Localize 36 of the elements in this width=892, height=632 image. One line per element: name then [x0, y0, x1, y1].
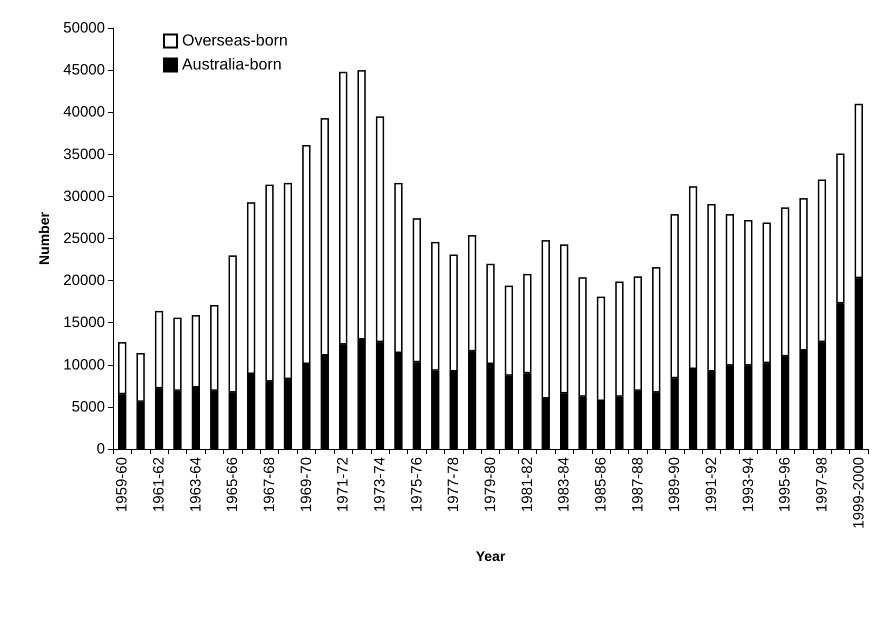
y-axis-title: Number [36, 212, 52, 265]
x-tick-label: 1967-68 [261, 457, 278, 512]
x-tick-label: 1965-66 [224, 457, 242, 512]
x-tick-label: 1969-70 [298, 457, 315, 512]
y-tick-label: 5000 [72, 398, 105, 416]
y-tick-label: 45000 [63, 62, 105, 79]
x-tick-label: 1991-92 [702, 457, 720, 512]
x-tick-label: 1999-2000 [850, 457, 868, 529]
x-tick-label: 1959-60 [114, 457, 131, 512]
y-tick-label: 10000 [63, 356, 105, 374]
x-tick-label: 1983-84 [556, 457, 573, 512]
y-tick-label: 30000 [63, 188, 105, 205]
x-tick-label: 1963-64 [187, 457, 204, 512]
x-tick-label: 1989-90 [666, 457, 684, 512]
x-tick-label: 1997-98 [813, 457, 830, 512]
x-axis-title: Year [476, 548, 506, 564]
x-tick-label: 1993-94 [740, 457, 757, 512]
x-tick-label: 1979-80 [482, 457, 499, 512]
x-tick-label: 1981-82 [518, 457, 536, 512]
y-tick-label: 15000 [63, 314, 105, 332]
x-tick-label: 1995-96 [776, 457, 794, 512]
x-tick-label: 1975-76 [408, 457, 426, 512]
x-tick-label: 1973-74 [372, 457, 389, 512]
x-tick-label: 1977-78 [445, 457, 462, 512]
legend-label: Australia-born [182, 56, 282, 74]
x-tick-label: 1971-72 [334, 457, 352, 512]
x-tick-label: 1985-86 [592, 457, 610, 512]
y-tick-label: 0 [96, 440, 105, 458]
y-tick-label: 50000 [63, 20, 105, 36]
x-tick-label: 1987-88 [629, 457, 646, 512]
legend-label: Overseas-born [182, 32, 288, 50]
y-tick-label: 40000 [63, 104, 105, 121]
y-tick-label: 25000 [63, 230, 105, 247]
x-tick-label: 1961-62 [150, 457, 168, 512]
y-tick-label: 20000 [63, 272, 105, 290]
y-tick-label: 35000 [63, 146, 105, 163]
